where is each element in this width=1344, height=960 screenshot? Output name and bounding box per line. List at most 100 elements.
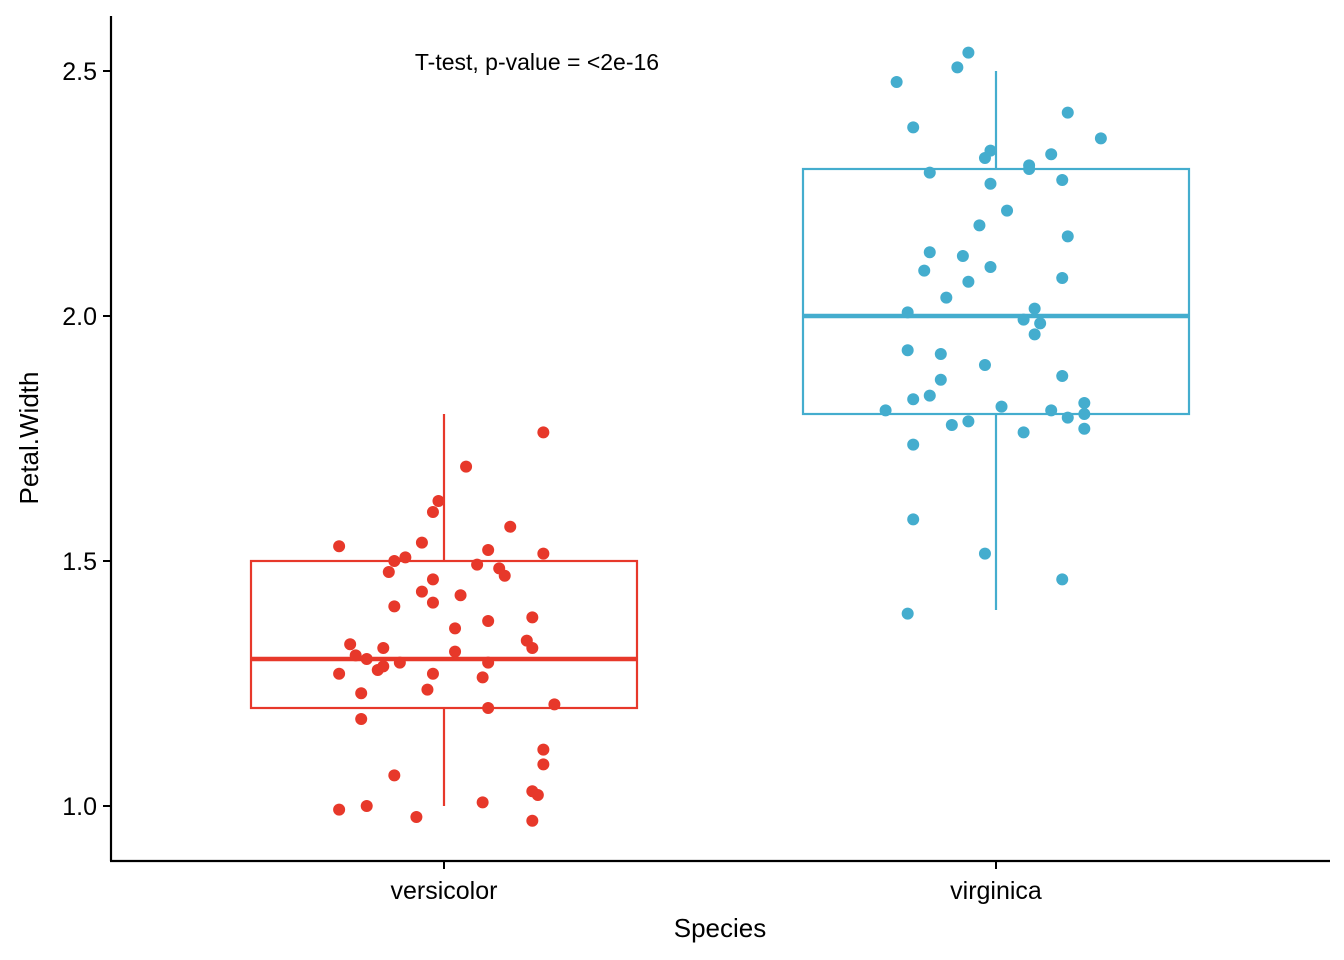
- data-point: [890, 76, 903, 89]
- data-point: [1034, 317, 1047, 330]
- data-point: [355, 687, 368, 700]
- data-point: [984, 261, 997, 273]
- data-point: [449, 645, 462, 658]
- data-point: [504, 520, 517, 533]
- data-point: [1017, 313, 1030, 326]
- y-tick-label: 1.0: [62, 793, 97, 821]
- box-iqr: [249, 559, 639, 710]
- data-point: [1056, 272, 1069, 285]
- data-point: [973, 219, 986, 232]
- data-point: [377, 641, 390, 654]
- data-point: [344, 638, 357, 651]
- data-point: [1017, 426, 1030, 439]
- data-point: [1078, 408, 1091, 420]
- data-point: [426, 667, 439, 680]
- data-point: [526, 814, 539, 827]
- data-point: [879, 404, 892, 417]
- data-point: [476, 671, 489, 684]
- data-point: [923, 389, 936, 402]
- data-point: [410, 811, 423, 824]
- data-point: [537, 547, 550, 560]
- data-point: [333, 667, 346, 680]
- data-point: [1028, 302, 1041, 315]
- data-point: [1023, 159, 1036, 172]
- data-point: [907, 438, 920, 451]
- ticks: 1.0 1.5 2.0 2.5 versicolor virginica: [62, 58, 1042, 905]
- data-point: [471, 558, 484, 571]
- data-point: [426, 596, 439, 609]
- data-point: [355, 713, 368, 726]
- data-point: [901, 344, 914, 357]
- data-point: [1045, 404, 1058, 417]
- data-point: [537, 426, 550, 439]
- data-point: [393, 656, 406, 669]
- data-point: [460, 460, 473, 473]
- data-point: [426, 573, 439, 586]
- series-versicolor: [249, 414, 639, 827]
- series-virginica: [801, 46, 1191, 620]
- data-point: [1061, 106, 1074, 119]
- data-point: [377, 660, 390, 673]
- annotation-text: T-test, p-value = <2e-16: [415, 49, 659, 75]
- data-point: [349, 649, 362, 662]
- data-point: [388, 555, 401, 567]
- data-point: [482, 702, 495, 714]
- data-point: [449, 622, 462, 635]
- data-point: [454, 589, 467, 602]
- data-point: [498, 569, 511, 582]
- data-point: [945, 419, 958, 432]
- data-point: [951, 61, 964, 74]
- data-point: [388, 769, 401, 782]
- data-point: [907, 513, 920, 526]
- y-axis-title: Petal.Width: [14, 372, 44, 505]
- data-point: [333, 540, 346, 553]
- data-point: [388, 600, 401, 613]
- data-point: [482, 656, 495, 669]
- data-point: [537, 743, 550, 756]
- data-point: [526, 785, 539, 798]
- plot-area: [249, 46, 1191, 827]
- data-point: [1061, 411, 1074, 424]
- data-point: [1078, 422, 1091, 435]
- data-point: [1094, 132, 1107, 145]
- data-point: [426, 506, 439, 518]
- y-tick-label: 1.5: [62, 548, 97, 576]
- data-point: [1056, 573, 1069, 586]
- data-point: [360, 653, 373, 665]
- data-point: [907, 393, 920, 406]
- data-point: [399, 551, 412, 564]
- data-point: [923, 246, 936, 259]
- data-point: [934, 347, 947, 360]
- x-tick-label-versicolor: versicolor: [391, 877, 498, 905]
- data-point: [333, 803, 346, 816]
- data-point: [1001, 204, 1014, 217]
- data-point: [526, 611, 539, 624]
- data-point: [978, 359, 991, 371]
- data-point: [923, 166, 936, 179]
- data-point: [382, 566, 395, 579]
- data-point: [956, 249, 969, 262]
- data-point: [1078, 396, 1091, 409]
- x-axis-title: Species: [674, 913, 767, 943]
- data-point: [1045, 148, 1058, 161]
- data-point: [415, 585, 428, 598]
- data-point: [918, 264, 931, 277]
- y-tick-label: 2.5: [62, 58, 97, 86]
- data-point: [984, 177, 997, 190]
- data-point: [984, 144, 997, 157]
- data-point: [901, 306, 914, 319]
- box-iqr: [801, 167, 1191, 416]
- data-point: [1061, 230, 1074, 243]
- data-point: [962, 415, 975, 428]
- data-point: [432, 494, 445, 507]
- data-point: [934, 373, 947, 386]
- data-point: [482, 543, 495, 556]
- data-point: [978, 547, 991, 560]
- data-point: [940, 291, 953, 304]
- data-point: [421, 683, 434, 696]
- data-point: [1056, 174, 1069, 187]
- data-point: [1056, 370, 1069, 383]
- data-point: [360, 800, 373, 812]
- data-point: [476, 796, 489, 809]
